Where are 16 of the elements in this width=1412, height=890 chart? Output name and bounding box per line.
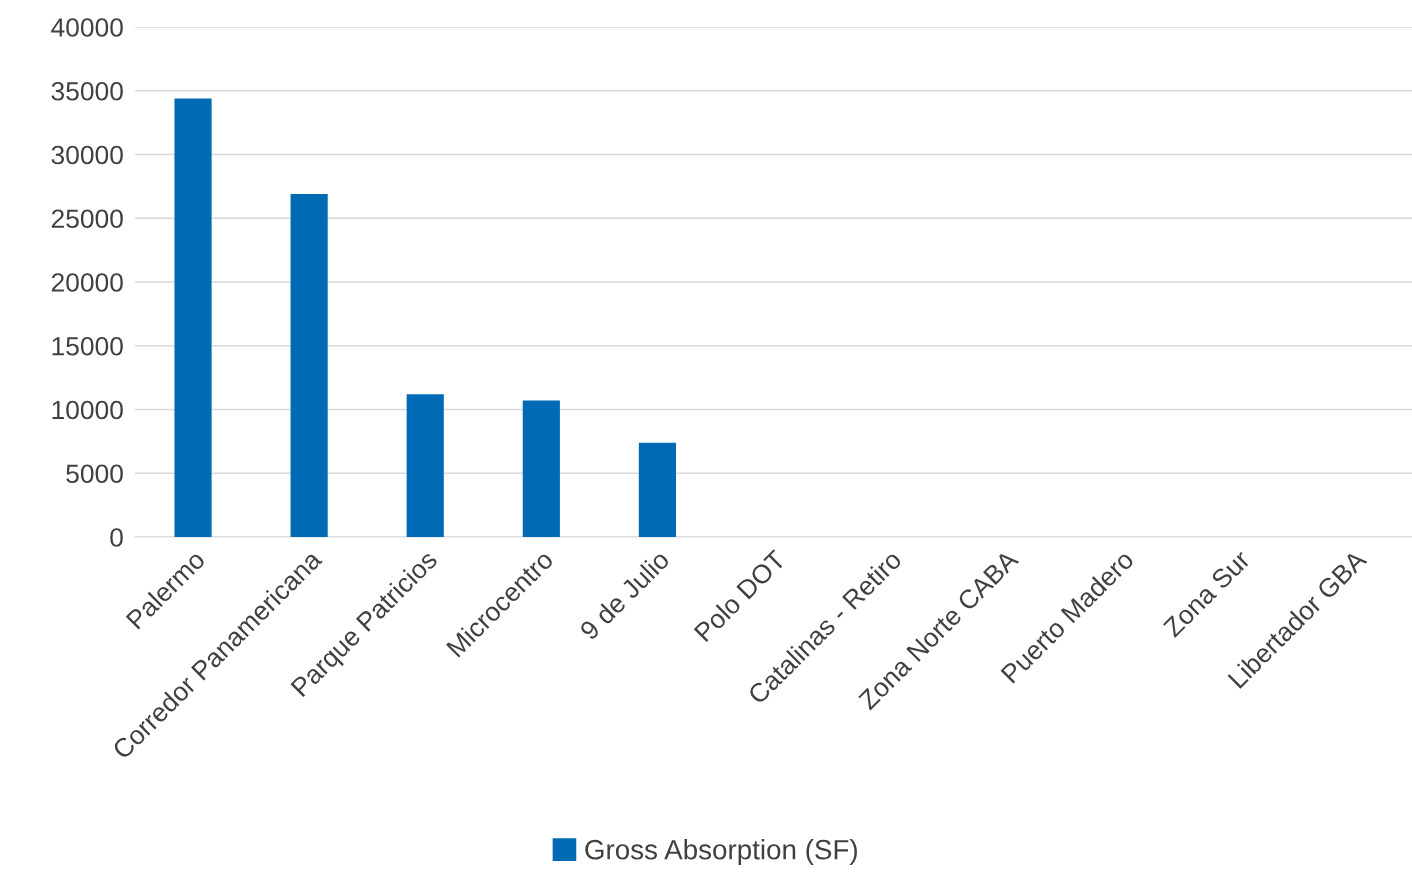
y-tick-label: 0 bbox=[110, 528, 123, 547]
bar bbox=[174, 98, 212, 537]
x-tick-label: 9 de Julio bbox=[578, 548, 671, 641]
bar bbox=[522, 400, 560, 537]
y-tick-label: 25000 bbox=[51, 209, 123, 229]
y-tick-label: 20000 bbox=[51, 273, 123, 292]
bar bbox=[406, 394, 444, 537]
y-tick-label: 40000 bbox=[51, 18, 123, 37]
y-tick-label: 5000 bbox=[66, 464, 123, 484]
y-tick-label: 10000 bbox=[52, 400, 123, 420]
legend-label: Gross Absorption (SF) bbox=[585, 839, 857, 865]
bar bbox=[290, 194, 328, 537]
y-tick-label: 30000 bbox=[51, 145, 123, 165]
y-tick-label: 15000 bbox=[52, 336, 123, 356]
y-tick-label: 35000 bbox=[51, 81, 123, 101]
bar bbox=[638, 442, 676, 537]
